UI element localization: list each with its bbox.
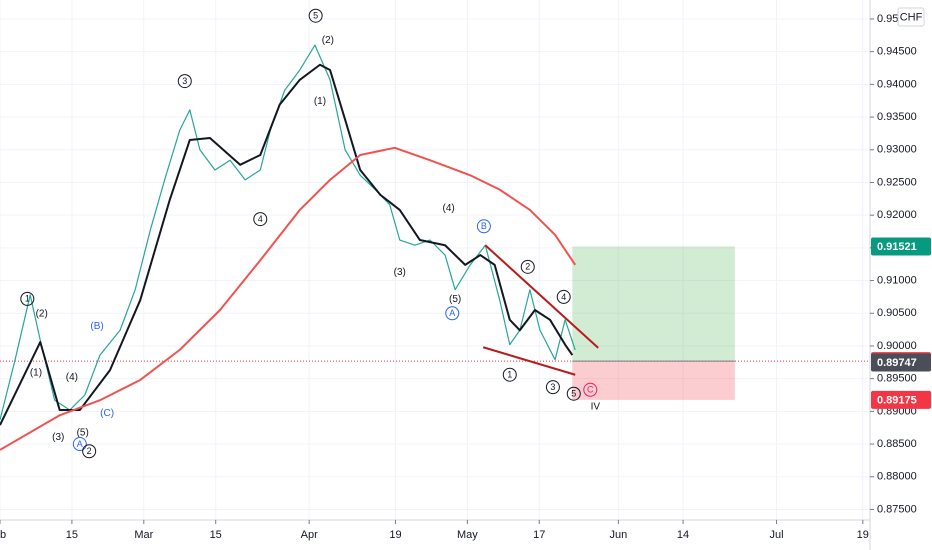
wave-label: (4) [66,372,78,383]
y-tick-label: 0.94000 [877,78,917,90]
wave-label: A [449,308,455,318]
y-tick-label: 0.88500 [877,438,917,450]
wave-label: IV [591,401,601,412]
wave-circle [72,437,87,452]
wave-circle [82,444,97,459]
x-tick-label: Mar [134,529,153,541]
x-tick-label: 19 [389,529,401,541]
wave-circle [583,382,598,397]
price-badge-label: 0.89747 [877,357,917,369]
y-tick-label: 0.89500 [877,373,917,385]
y-tick-label: 0.92000 [877,209,917,221]
y-tick-label: 0.91000 [877,274,917,286]
price-badge-label: 0.89175 [877,394,917,406]
price-badge-label: 0.91521 [877,241,917,253]
wave-label: (4) [443,203,455,214]
y-tick-label: 0.92500 [877,176,917,188]
wave-label: 3 [550,382,555,392]
x-tick-label: Apr [301,529,318,541]
x-tick-label: May [457,529,478,541]
wave-circle [556,289,571,304]
wave-label: 2 [87,446,92,456]
wave-circle [20,291,35,306]
wave-label: (2) [36,308,48,319]
wave-label: (5) [449,294,461,305]
currency-badge [897,7,925,27]
wave-circle [566,386,581,401]
price-axis [870,0,932,550]
y-tick-label: 0.93000 [877,144,917,156]
wave-circle [253,212,268,227]
price-badge [871,353,931,372]
wave-label: 5 [313,11,318,21]
y-tick-label: 0.90000 [877,340,917,352]
x-tick-label: Jul [769,529,783,541]
wave-label: 3 [182,76,187,86]
x-tick-label: 15 [66,529,78,541]
time-axis [0,520,870,550]
price-series [0,146,577,451]
trendline [484,244,599,349]
wave-label: B [481,221,487,231]
currency-label: CHF [900,11,923,23]
target-zone [572,246,735,362]
wave-label: (2) [322,35,334,46]
wave-label: 1 [25,294,30,304]
wave-circle [476,219,491,234]
wave-label: (3) [52,432,64,443]
wave-label: C [587,385,594,395]
trendline [482,346,576,376]
wave-label: (C) [100,408,114,419]
wave-circle [545,380,560,395]
wave-label: 1 [507,370,512,380]
wave-label: A [77,439,83,449]
wave-label: (B) [90,321,103,332]
wave-label: 4 [258,214,263,224]
wave-circle [445,306,460,321]
price-series [0,63,574,426]
x-tick-label: eb [0,529,6,541]
x-tick-label: 14 [677,529,689,541]
price-series [0,44,576,421]
y-tick-label: 0.93500 [877,111,917,123]
wave-label: (3) [394,267,406,278]
price-badge [871,390,931,409]
wave-circle [520,259,535,274]
y-tick-label: 0.88000 [877,471,917,483]
y-tick-label: 0.87500 [877,503,917,515]
y-tick-label: 0.90500 [877,307,917,319]
wave-label: 4 [561,292,566,302]
wave-label: (1) [314,96,326,107]
stop-zone [572,361,735,400]
wave-label: 5 [571,389,576,399]
wave-label: (5) [77,427,89,438]
y-tick-label: 0.94500 [877,46,917,58]
wave-label: (1) [30,367,42,378]
x-tick-label: 19 [857,529,869,541]
x-tick-label: 17 [533,529,545,541]
price-badge [871,237,931,256]
x-tick-label: Jun [609,529,627,541]
x-tick-label: 15 [210,529,222,541]
wave-circle [177,74,192,89]
wave-circle [502,367,517,382]
wave-label: 2 [525,262,530,272]
wave-circle [308,8,323,23]
